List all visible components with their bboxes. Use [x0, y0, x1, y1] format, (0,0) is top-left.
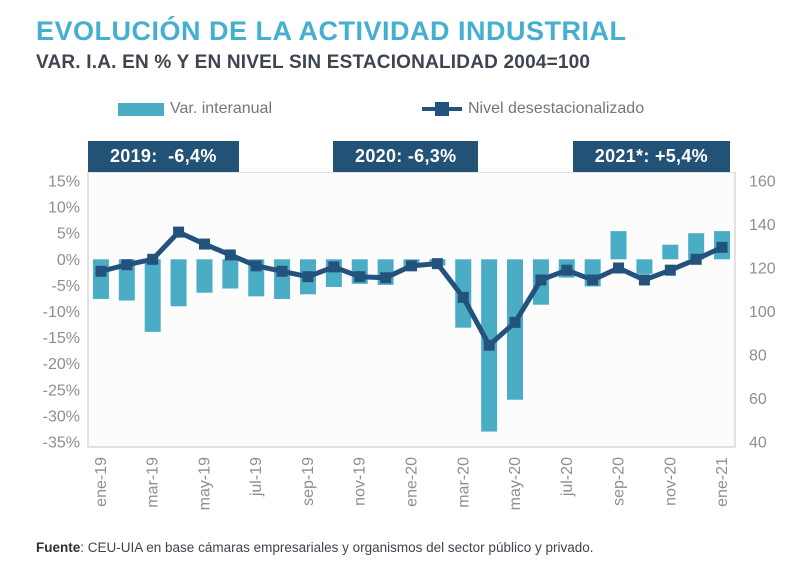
x-axis-tick-ene-19: ene-19: [93, 457, 110, 507]
marker-may-19: [198, 238, 210, 250]
x-axis-tick-sep-19: sep-19: [300, 457, 317, 506]
left-axis-tick: 5%: [57, 226, 80, 243]
x-axis-tick-mar-19: mar-19: [145, 457, 162, 508]
bar-jun-19: [222, 259, 239, 289]
marker-ene-20: [406, 260, 417, 272]
marker-ene-19: [95, 265, 107, 277]
bar-dic-20: [688, 233, 705, 260]
bar-ene-19: [92, 259, 109, 299]
marker-jun-20: [535, 274, 547, 286]
right-axis-tick: 40: [749, 435, 767, 452]
marker-oct-20: [638, 274, 650, 286]
bar-sep-20: [610, 231, 627, 260]
marker-nov-20: [664, 264, 676, 276]
year-annotations: 2019: -6,4% 2020: -6,3% 2021*: +5,4%: [88, 141, 730, 172]
marker-sep-20: [613, 262, 625, 274]
left-axis-tick: 0%: [57, 252, 80, 269]
right-axis-tick: 160: [749, 174, 776, 191]
marker-ene-21: [716, 241, 728, 253]
x-axis-tick-ene-20: ene-20: [404, 457, 421, 507]
right-axis-tick: 120: [749, 261, 776, 278]
marker-oct-19: [328, 261, 340, 273]
marker-mar-19: [147, 253, 159, 265]
bar-oct-20: [636, 259, 653, 274]
right-axis-tick: 100: [749, 304, 776, 321]
bar-series-swatch-icon: [118, 102, 164, 116]
chart-legend: Var. interanual Nivel desestacionalizado: [118, 100, 644, 118]
legend-label-line: Nivel desestacionalizado: [468, 100, 645, 117]
marker-jul-19: [250, 260, 262, 272]
plot-area: [87, 172, 736, 448]
bar-ago-19: [274, 259, 291, 299]
left-axis-tick: -30%: [43, 408, 80, 425]
left-axis-tick: -10%: [43, 304, 80, 321]
x-axis-tick-may-19: may-19: [196, 457, 213, 510]
marker-may-20: [509, 316, 521, 328]
left-axis-tick: 10%: [48, 200, 80, 217]
line-series-swatch-icon: [422, 102, 462, 116]
page-title: EVOLUCIÓN DE LA ACTIVIDAD INDUSTRIAL: [36, 16, 627, 46]
left-axis-tick: -35%: [43, 435, 80, 452]
marker-mar-20: [457, 291, 469, 303]
marker-abr-20: [483, 339, 495, 351]
right-axis-tick: 140: [749, 217, 776, 234]
industrial-activity-chart: 15% 10% 5% 0% -5% -10% -15% -20% -25% -30% -35% 160…: [43, 172, 776, 510]
bar-abr-19: [170, 259, 187, 307]
marker-ago-19: [276, 265, 288, 277]
x-axis-tick-nov-19: nov-19: [352, 457, 369, 506]
left-axis-tick: 15%: [48, 174, 80, 191]
marker-feb-19: [121, 259, 133, 271]
legend-item-nivel: Nivel desestacionalizado: [422, 100, 644, 118]
right-axis-tick: 60: [749, 391, 767, 408]
marker-feb-20: [431, 258, 443, 270]
marker-jul-20: [561, 264, 573, 276]
legend-label-bar: Var. interanual: [170, 100, 272, 117]
bar-may-19: [196, 259, 213, 293]
source-note: Fuente: CEU-UIA en base cámaras empresar…: [36, 540, 776, 555]
left-axis-tick: -15%: [43, 330, 80, 347]
left-axis-tick: -25%: [43, 382, 80, 399]
left-axis-tick: -20%: [43, 356, 80, 373]
bar-mar-19: [144, 259, 161, 332]
x-axis-tick-ene-21: ene-21: [714, 457, 731, 507]
x-axis-tick-nov-20: nov-20: [662, 457, 679, 506]
marker-ago-20: [587, 274, 599, 286]
annotation-2020: 2020: -6,3%: [333, 141, 479, 172]
marker-dic-20: [690, 253, 702, 265]
bar-nov-20: [662, 244, 679, 260]
page-subtitle: VAR. I.A. EN % Y EN NIVEL SIN ESTACIONAL…: [36, 52, 591, 73]
bar-may-20: [507, 259, 524, 400]
source-label: Fuente: [36, 540, 81, 555]
x-axis-tick-sep-20: sep-20: [611, 457, 628, 506]
marker-nov-19: [354, 271, 366, 283]
marker-dic-19: [380, 272, 392, 284]
x-axis-tick-jul-20: jul-20: [559, 457, 576, 497]
legend-item-var-interanual: Var. interanual: [118, 100, 272, 118]
x-axis-tick-jul-19: jul-19: [248, 457, 265, 497]
marker-abr-19: [173, 226, 185, 238]
annotation-2021: 2021*: +5,4%: [572, 141, 730, 172]
source-text: : CEU-UIA en base cámaras empresariales …: [80, 540, 594, 555]
left-axis-tick: -5%: [52, 278, 80, 295]
x-axis-tick-mar-20: mar-20: [455, 457, 472, 508]
right-axis-tick: 80: [749, 348, 767, 365]
x-axis-tick-may-20: may-20: [507, 457, 524, 510]
marker-sep-19: [302, 271, 314, 283]
annotation-2019: 2019: -6,4%: [88, 141, 239, 172]
marker-jun-19: [224, 249, 236, 261]
